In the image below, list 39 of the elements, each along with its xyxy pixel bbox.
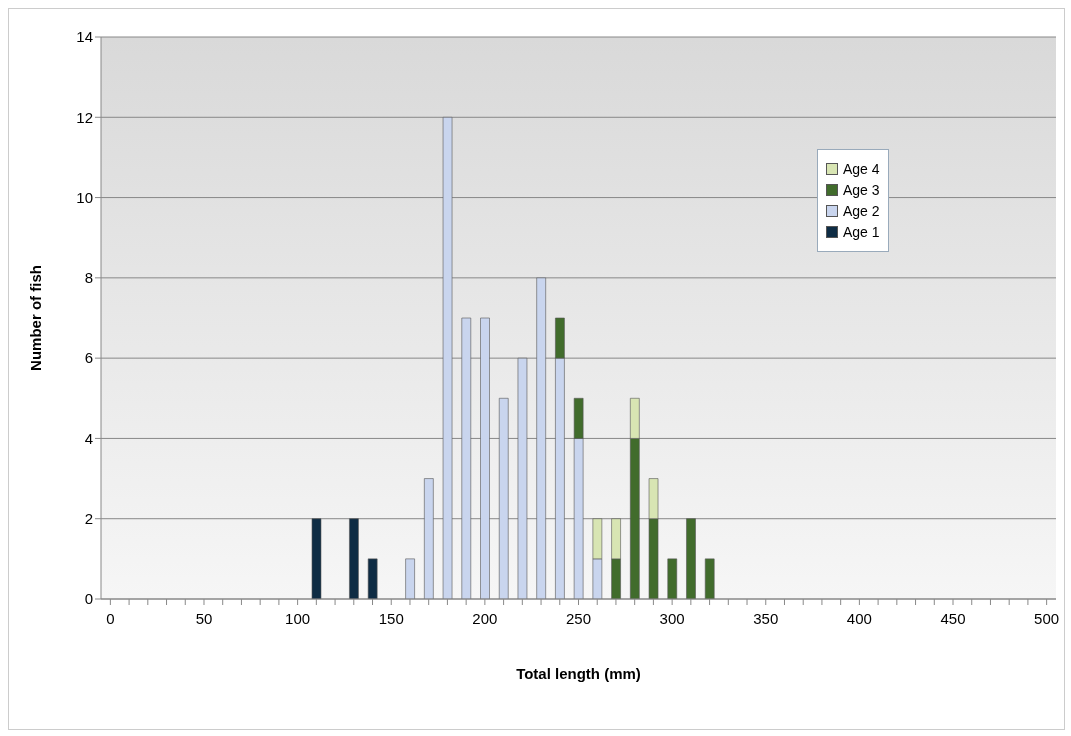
- x-tick-label: 500: [1034, 609, 1060, 627]
- y-tick-label: 0: [84, 590, 93, 608]
- x-tick-label: 50: [195, 609, 213, 627]
- x-tick-label: 450: [940, 609, 966, 627]
- x-tick-label: 200: [472, 609, 498, 627]
- x-axis-title: Total length (mm): [516, 665, 641, 682]
- bar: [349, 518, 359, 599]
- legend-label: Age 3: [843, 182, 880, 198]
- bar: [442, 116, 453, 599]
- y-tick-label: 10: [76, 188, 93, 206]
- x-tick-label: 300: [659, 609, 685, 627]
- y-tick-label: 6: [84, 349, 93, 367]
- x-tick-label: 0: [106, 609, 115, 627]
- x-tick-label: 250: [565, 609, 592, 627]
- y-tick-label: 2: [84, 510, 93, 528]
- y-tick-label: 14: [76, 28, 93, 46]
- bar: [686, 518, 696, 599]
- bar: [517, 357, 528, 599]
- legend-label: Age 2: [843, 203, 880, 219]
- x-tick-label: 350: [753, 609, 779, 627]
- y-tick-label: 8: [84, 269, 93, 287]
- x-tick-label: 400: [846, 609, 872, 627]
- bar: [405, 558, 415, 599]
- bar: [498, 397, 509, 599]
- bar: [704, 558, 715, 599]
- legend-label: Age 1: [843, 224, 880, 240]
- y-tick-label: 12: [76, 108, 93, 126]
- y-axis-title: Number of fish: [27, 265, 45, 371]
- legend-label: Age 4: [843, 161, 880, 177]
- bar: [667, 558, 678, 599]
- bar: [461, 317, 472, 599]
- y-tick-label: 4: [84, 429, 93, 447]
- x-tick-label: 150: [378, 609, 404, 627]
- x-tick-label: 100: [285, 609, 311, 627]
- bar: [480, 317, 490, 599]
- bar: [311, 518, 322, 599]
- bar: [424, 478, 434, 599]
- bar: [536, 277, 546, 599]
- bar: [367, 558, 378, 599]
